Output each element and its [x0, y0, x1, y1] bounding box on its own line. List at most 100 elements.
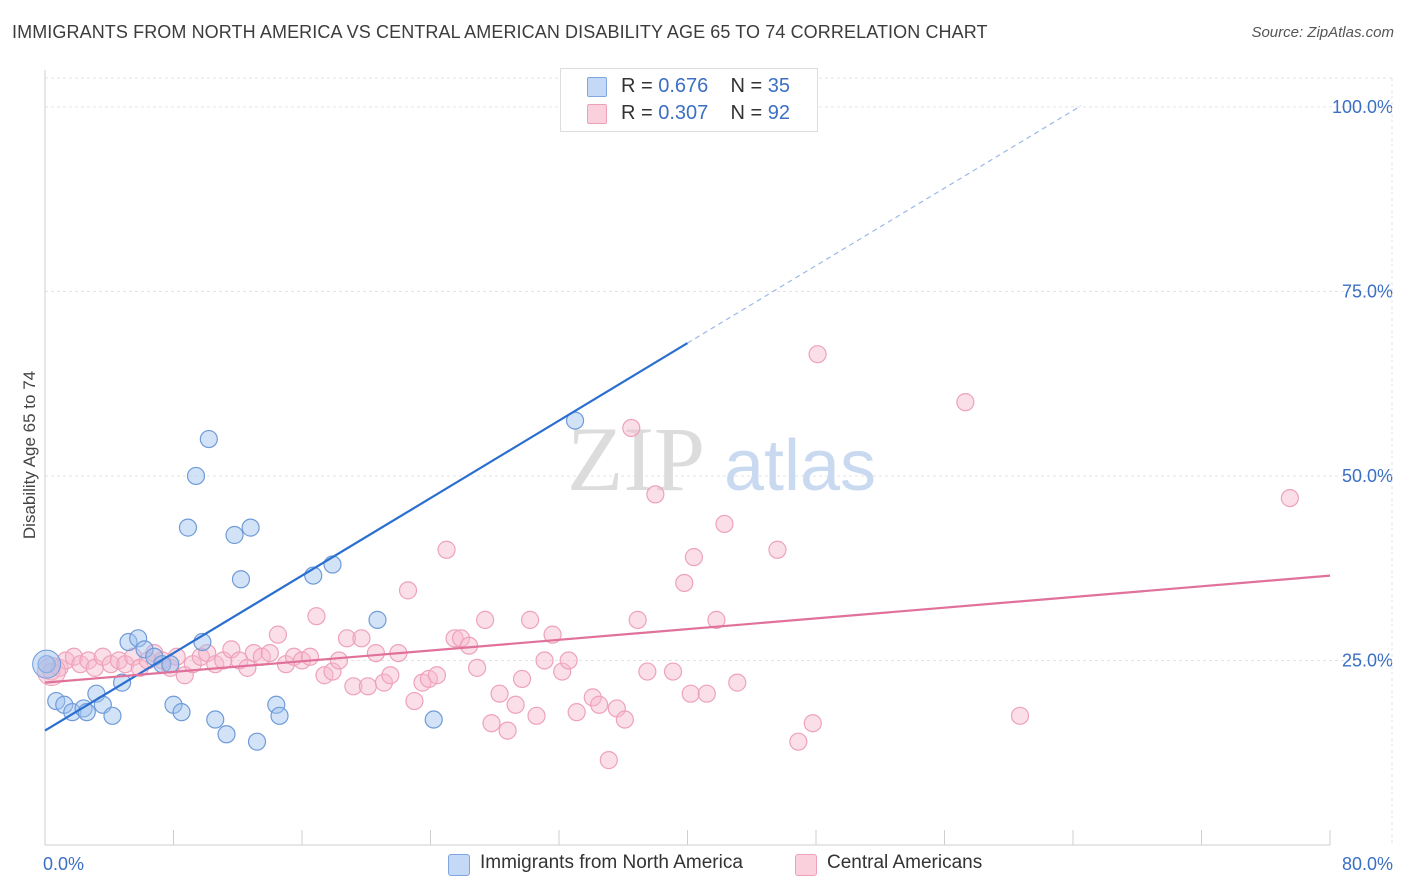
pink-point [506, 695, 525, 714]
pink-point [1010, 706, 1030, 725]
pink-point [490, 684, 509, 703]
legend-swatch-pink [587, 104, 607, 124]
blue-point [206, 710, 225, 729]
pink-point [663, 662, 683, 681]
y-axis-label: Disability Age 65 to 74 [20, 370, 39, 540]
pink-point [803, 714, 822, 733]
pink-point [599, 751, 618, 770]
blue-point [135, 640, 154, 659]
legend-pink-n-label: N = [730, 102, 768, 124]
pink-point [498, 721, 517, 740]
watermark-atlas: atlas [724, 426, 876, 506]
pink-point [681, 684, 700, 703]
pink-point [64, 647, 84, 666]
blue-point [119, 632, 138, 652]
pink-point [79, 651, 98, 670]
blue-point [217, 725, 236, 744]
pink-point [329, 651, 349, 670]
blue-point [323, 555, 342, 574]
chart-title: IMMIGRANTS FROM NORTH AMERICA VS CENTRAL… [12, 22, 988, 42]
x-tick-label-end: 80.0% [1342, 854, 1393, 874]
pink-point [405, 691, 424, 711]
blue-point [225, 525, 244, 545]
pink-point [366, 643, 385, 663]
pink-point [300, 647, 320, 666]
pink-point [808, 345, 827, 364]
correlation-legend: R = 0.676 N = 35 R = 0.307 N = 92 [560, 68, 818, 132]
blue-point [368, 610, 387, 629]
pink-point [646, 485, 665, 504]
blue-point [424, 710, 443, 729]
blue-point [231, 570, 251, 589]
series-label-blue: Immigrants from North America [480, 852, 743, 873]
pink-point [638, 662, 657, 681]
pink-point [520, 610, 540, 629]
blue-trend-line [44, 342, 689, 732]
pink-point [628, 610, 647, 629]
pink-point [307, 607, 326, 626]
pink-point [512, 669, 532, 689]
series-swatch-pink [795, 854, 817, 876]
blue-points [32, 411, 585, 751]
pink-point [268, 625, 288, 644]
pink-point [728, 673, 747, 692]
pink-point [323, 662, 342, 681]
pink-point [622, 418, 641, 438]
legend-blue-n-value: 35 [767, 75, 791, 97]
legend-blue-r-value: 0.676 [658, 75, 709, 97]
pink-point [567, 703, 586, 722]
pink-point [590, 695, 609, 714]
pink-point [675, 573, 694, 593]
pink-point [467, 658, 487, 677]
legend-swatch-blue [587, 77, 607, 97]
pink-point [1280, 488, 1299, 508]
blue-point [172, 703, 191, 722]
pink-point [789, 732, 808, 751]
blue-point [247, 732, 267, 751]
legend-pink-r-value: 0.307 [658, 102, 709, 124]
blue-point [267, 695, 286, 714]
pink-point [381, 666, 400, 685]
pink-points [36, 345, 1299, 770]
pink-point [124, 647, 143, 666]
pink-point [445, 629, 464, 648]
series-label-pink: Central Americans [827, 852, 983, 873]
blue-trend-extension [687, 105, 1082, 344]
watermark-zip: ZIP [567, 408, 705, 510]
pink-point [707, 610, 726, 629]
source-label: Source: ZipAtlas.com [1251, 24, 1394, 41]
pink-point [352, 629, 371, 648]
blue-point [186, 466, 206, 486]
series-legend: Immigrants from North America Central Am… [0, 852, 1406, 878]
y-tick-label: 25.0% [1342, 650, 1393, 670]
pink-point [527, 706, 546, 725]
pink-point [768, 540, 787, 559]
pink-point [583, 688, 602, 707]
pink-point [553, 662, 572, 681]
blue-point-large [32, 649, 62, 679]
legend-pink-n-value: 92 [767, 102, 791, 124]
blue-point [199, 429, 218, 449]
pink-trend-line [44, 574, 1331, 684]
y-tick-label: 50.0% [1342, 466, 1393, 486]
pink-point [437, 540, 456, 559]
pink-point [358, 677, 377, 696]
blue-point [241, 518, 260, 537]
pink-point [482, 714, 501, 733]
legend-blue-r-label: R = [621, 75, 659, 97]
series-swatch-blue [448, 854, 470, 876]
pink-point [344, 677, 363, 696]
pink-point [427, 666, 447, 685]
blue-point [270, 706, 289, 725]
legend-blue-n-label: N = [730, 75, 768, 97]
pink-point [559, 651, 578, 670]
pink-point [476, 610, 495, 629]
y-tick-label: 75.0% [1342, 281, 1393, 301]
pink-point [260, 643, 279, 663]
legend-pink-r-label: R = [621, 102, 659, 124]
pink-point [398, 581, 418, 600]
pink-point [615, 710, 634, 729]
pink-point [684, 548, 704, 567]
pink-point [535, 651, 554, 670]
